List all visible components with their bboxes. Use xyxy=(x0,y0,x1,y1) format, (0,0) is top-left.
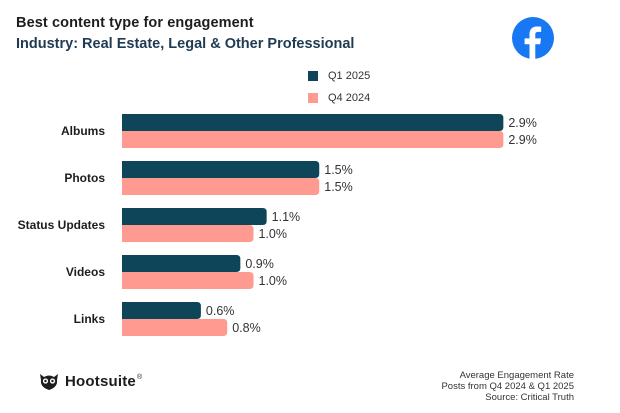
value-label-q1-2025-links: 0.6% xyxy=(206,304,235,318)
value-label-q4-2024-videos: 1.0% xyxy=(259,274,288,288)
legend-label-q1-2025: Q1 2025 xyxy=(328,70,371,82)
bar-q1-2025-links xyxy=(122,302,201,319)
facebook-icon xyxy=(512,17,554,59)
legend-item-q4-2024: Q4 2024 xyxy=(308,90,370,106)
value-label-q1-2025-status-updates: 1.1% xyxy=(272,210,301,224)
chart-title: Best content type for engagement xyxy=(16,15,254,31)
bar-q1-2025-videos xyxy=(122,255,241,272)
category-label-links: Links xyxy=(74,312,106,326)
legend-swatch-q1-2025 xyxy=(308,71,318,81)
category-label-videos: Videos xyxy=(66,265,105,279)
note-source: Source: Critical Truth xyxy=(485,392,574,403)
value-label-q4-2024-photos: 1.5% xyxy=(324,180,353,194)
value-label-q4-2024-status-updates: 1.0% xyxy=(259,227,288,241)
category-label-albums: Albums xyxy=(61,124,105,138)
chart-subtitle: Industry: Real Estate, Legal & Other Pro… xyxy=(16,36,355,52)
note-period: Posts from Q4 2024 & Q1 2025 xyxy=(441,381,574,392)
bar-q1-2025-albums xyxy=(122,114,504,131)
legend: Q1 2025 Q4 2024 xyxy=(308,68,370,112)
hootsuite-brand: Hootsuite ® xyxy=(38,371,142,391)
bar-q1-2025-status-updates xyxy=(122,208,267,225)
legend-swatch-q4-2024 xyxy=(308,93,318,103)
bar-q4-2024-links xyxy=(122,319,228,336)
note-metric: Average Engagement Rate xyxy=(459,370,574,381)
category-label-photos: Photos xyxy=(64,171,105,185)
bar-q4-2024-status-updates xyxy=(122,225,254,242)
footer-notes: Average Engagement Rate Posts from Q4 20… xyxy=(441,370,574,403)
value-label-q1-2025-photos: 1.5% xyxy=(324,163,353,177)
bar-q1-2025-photos xyxy=(122,161,320,178)
brand-name: Hootsuite xyxy=(65,372,136,390)
category-label-status-updates: Status Updates xyxy=(18,218,106,232)
bar-q4-2024-videos xyxy=(122,272,254,289)
value-label-q4-2024-albums: 2.9% xyxy=(508,133,536,147)
owl-icon xyxy=(40,374,58,390)
bar-q4-2024-photos xyxy=(122,178,320,195)
brand-registered-mark: ® xyxy=(136,373,143,381)
legend-item-q1-2025: Q1 2025 xyxy=(308,68,370,84)
value-label-q4-2024-links: 0.8% xyxy=(232,321,261,335)
value-label-q1-2025-videos: 0.9% xyxy=(245,257,274,271)
value-label-q1-2025-albums: 2.9% xyxy=(508,116,536,130)
bar-q4-2024-albums xyxy=(122,131,504,148)
legend-label-q4-2024: Q4 2024 xyxy=(328,92,371,104)
